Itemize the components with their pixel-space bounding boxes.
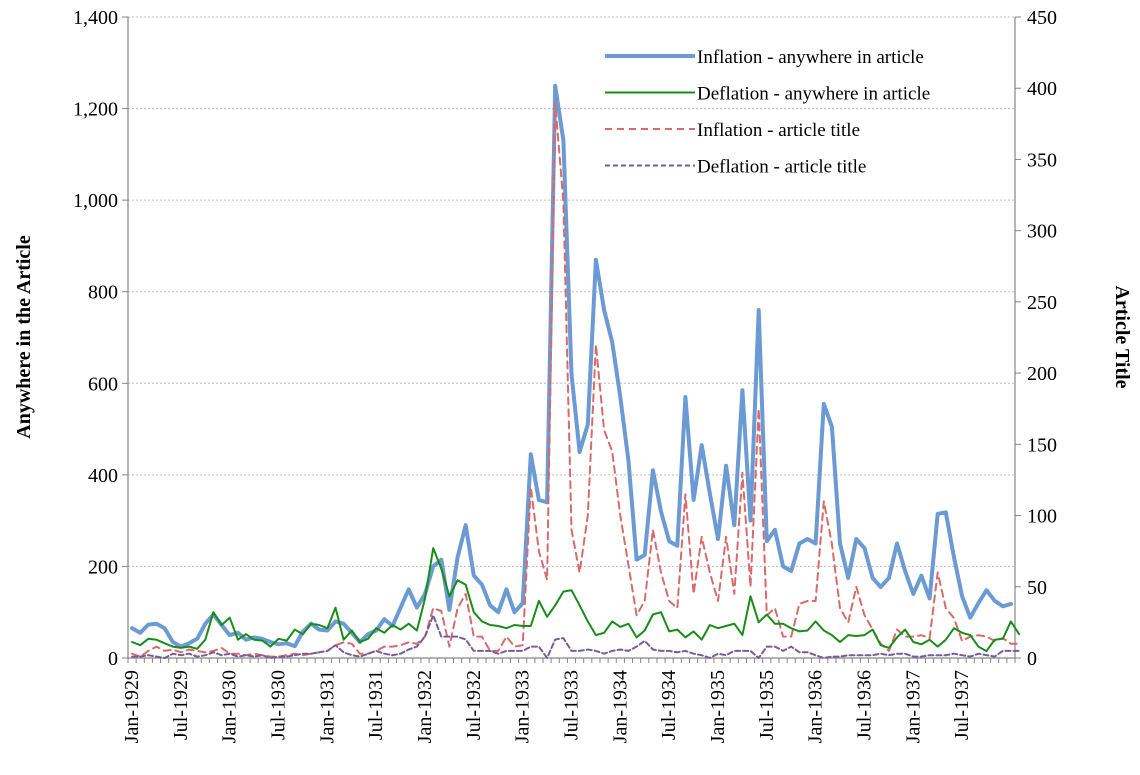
x-axis-ticks: Jan-1929 Jul-1929 Jan-1930 Jul-1930 Jan-1931…: [121, 670, 973, 743]
series-lines: [130, 83, 1021, 659]
x-tick-label: Jan-1931: [316, 670, 338, 743]
series-line-0: [130, 83, 1013, 649]
x-tick-label: Jul-1935: [756, 670, 778, 740]
x-tick-label: Jul-1933: [561, 670, 583, 740]
x-tick-label: Jan-1929: [121, 670, 143, 743]
legend-label: Deflation - article title: [697, 157, 866, 178]
left-tick-label: 200: [88, 556, 118, 578]
right-tick-label: 100: [1027, 506, 1057, 528]
left-tick-label: 600: [88, 373, 118, 395]
x-tick-label: Jul-1932: [463, 670, 485, 740]
x-tick-label: Jul-1937: [951, 670, 973, 740]
right-tick-label: 0: [1027, 648, 1037, 670]
left-tick-label: 400: [88, 465, 118, 487]
right-tick-label: 400: [1027, 78, 1057, 100]
x-tick-label: Jul-1934: [658, 670, 680, 740]
x-tick-label: Jul-1930: [268, 670, 290, 740]
left-tick-label: 1,400: [73, 7, 118, 29]
left-axis-title: Anywhere in the Article: [13, 235, 35, 439]
x-tick-label: Jan-1936: [805, 670, 827, 743]
x-tick-label: Jul-1936: [853, 670, 875, 740]
right-tick-label: 300: [1027, 221, 1057, 243]
series-line-3: [131, 614, 1021, 659]
right-tick-label: 50: [1027, 577, 1047, 599]
legend-label: Inflation - article title: [697, 120, 860, 141]
x-tick-label: Jan-1930: [219, 670, 241, 743]
left-tick-label: 0: [108, 648, 118, 670]
right-tick-label: 350: [1027, 149, 1057, 171]
x-tick-label: Jul-1931: [365, 670, 387, 740]
right-tick-label: 250: [1027, 292, 1057, 314]
right-tick-label: 150: [1027, 434, 1057, 456]
left-tick-label: 800: [88, 282, 118, 304]
x-tick-label: Jul-1929: [170, 670, 192, 740]
left-tick-label: 1,200: [73, 99, 118, 121]
x-tick-label: Jan-1932: [414, 670, 436, 743]
right-tick-label: 200: [1027, 363, 1057, 385]
left-axis-ticks: 0 200 400 600 800 1,000 1,200 1,400: [73, 7, 118, 670]
right-axis-ticks: 0 50 100 150 200 250 300 350 400 450: [1027, 7, 1057, 670]
legend-label: Deflation - anywhere in article: [697, 84, 930, 105]
series-line-2: [131, 101, 1021, 658]
x-tick-label: Jan-1933: [512, 670, 534, 743]
x-tick-label: Jan-1934: [609, 670, 631, 743]
series-line-1: [131, 547, 1021, 653]
x-tick-label: Jan-1935: [707, 670, 729, 743]
left-tick-label: 1,000: [73, 190, 118, 212]
legend-label: Inflation - anywhere in article: [697, 47, 924, 68]
legend: Inflation - anywhere in article Deflation…: [605, 47, 930, 178]
right-tick-label: 450: [1027, 7, 1057, 29]
x-tick-label: Jan-1937: [902, 670, 924, 743]
right-axis-title: Article Title: [1111, 285, 1133, 388]
